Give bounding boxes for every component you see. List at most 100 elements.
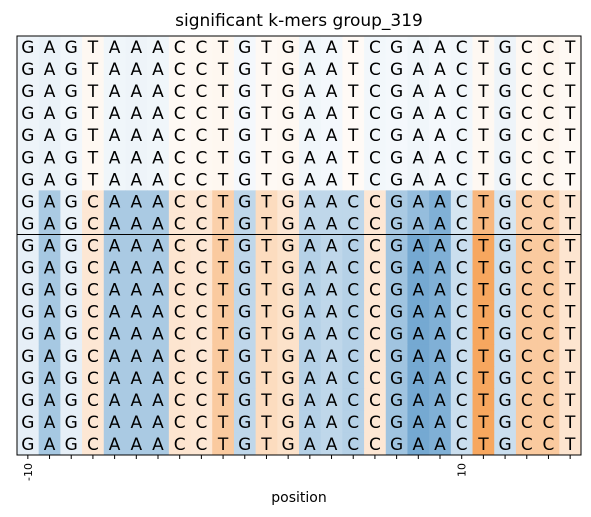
base-letter: C	[347, 369, 359, 389]
heatmap-cell	[472, 212, 495, 235]
heatmap-cell	[494, 58, 517, 81]
heatmap-cell	[212, 146, 235, 169]
heatmap-cell	[320, 212, 343, 235]
base-letter: G	[65, 281, 78, 301]
base-letter: A	[304, 104, 316, 124]
base-letter: C	[456, 38, 468, 58]
heatmap-cell	[168, 388, 192, 412]
base-letter: G	[498, 347, 511, 367]
base-letter: G	[65, 413, 78, 433]
heatmap-cell	[190, 146, 213, 169]
heatmap-cell	[38, 234, 61, 258]
heatmap-cell	[233, 146, 257, 169]
base-letter: G	[390, 391, 403, 411]
base-letter: A	[109, 281, 121, 301]
heatmap-cell	[342, 366, 365, 390]
base-letter: T	[347, 148, 359, 168]
base-letter: C	[543, 60, 555, 80]
base-letter: C	[456, 126, 468, 146]
heatmap-cell	[407, 278, 430, 302]
heatmap-cell	[277, 432, 300, 456]
base-letter: T	[477, 325, 489, 345]
base-letter: C	[195, 214, 207, 234]
heatmap-cell	[385, 146, 408, 169]
base-letter: C	[543, 170, 555, 190]
base-letter: T	[564, 281, 576, 301]
base-letter: C	[87, 281, 99, 301]
base-letter: C	[456, 347, 468, 367]
heatmap-cell	[450, 124, 474, 147]
heatmap-cell	[103, 124, 126, 147]
heatmap-cell	[342, 36, 365, 59]
heatmap-cell	[255, 344, 278, 368]
heatmap-cell	[147, 256, 170, 280]
base-letter: T	[564, 38, 576, 58]
base-letter: G	[390, 104, 403, 124]
heatmap-cell	[277, 36, 300, 59]
base-letter: C	[456, 60, 468, 80]
base-letter: G	[238, 38, 251, 58]
base-letter: C	[521, 369, 533, 389]
base-letter: C	[347, 413, 359, 433]
base-letter: A	[152, 82, 164, 102]
heatmap-cell	[277, 212, 300, 235]
base-letter: T	[217, 148, 229, 168]
heatmap-cell	[125, 300, 148, 324]
heatmap-cell	[233, 256, 257, 280]
base-letter: C	[456, 369, 468, 389]
base-letter: C	[369, 303, 381, 323]
heatmap-cell	[385, 234, 408, 258]
heatmap-cell	[450, 212, 474, 235]
heatmap-cell	[299, 322, 322, 346]
heatmap-cell	[125, 124, 148, 147]
base-letter: C	[521, 148, 533, 168]
base-letter: A	[109, 369, 121, 389]
base-letter: G	[390, 82, 403, 102]
base-letter: G	[65, 303, 78, 323]
heatmap-cell	[212, 300, 235, 324]
heatmap-cell	[537, 146, 560, 169]
heatmap-cell	[82, 234, 105, 258]
base-letter: G	[238, 281, 251, 301]
base-letter: G	[282, 303, 295, 323]
base-letter: A	[326, 325, 338, 345]
base-letter: A	[44, 38, 56, 58]
heatmap-cell	[147, 124, 170, 147]
heatmap-cell	[429, 36, 452, 59]
heatmap-cell	[17, 300, 40, 324]
heatmap-cell	[320, 58, 343, 81]
base-letter: G	[238, 148, 251, 168]
base-letter: A	[304, 369, 316, 389]
base-letter: A	[130, 347, 142, 367]
heatmap-cell	[60, 124, 83, 147]
heatmap-cell	[38, 256, 61, 280]
base-letter: A	[326, 259, 338, 279]
base-letter: C	[369, 413, 381, 433]
base-letter: C	[543, 237, 555, 257]
heatmap-cell	[385, 58, 408, 81]
base-letter: A	[152, 369, 164, 389]
heatmap-cell	[38, 80, 61, 103]
heatmap-cell	[515, 212, 539, 235]
base-letter: A	[130, 214, 142, 234]
base-letter: G	[390, 435, 403, 455]
heatmap-cell	[472, 80, 495, 103]
base-letter: A	[130, 435, 142, 455]
base-letter: T	[347, 170, 359, 190]
base-letter: A	[304, 237, 316, 257]
heatmap-cell	[407, 124, 430, 147]
heatmap-cell	[472, 168, 495, 191]
heatmap-cell	[320, 322, 343, 346]
heatmap-cell	[407, 432, 430, 456]
heatmap-cell	[125, 432, 148, 456]
base-letter: G	[282, 170, 295, 190]
heatmap-cell	[17, 322, 40, 346]
base-letter: G	[282, 281, 295, 301]
base-letter: G	[282, 259, 295, 279]
heatmap-cell	[103, 256, 126, 280]
heatmap-cell	[233, 58, 257, 81]
heatmap-cell	[515, 146, 539, 169]
heatmap-cell	[147, 36, 170, 59]
heatmap-cell	[494, 212, 517, 235]
heatmap-cell	[147, 146, 170, 169]
